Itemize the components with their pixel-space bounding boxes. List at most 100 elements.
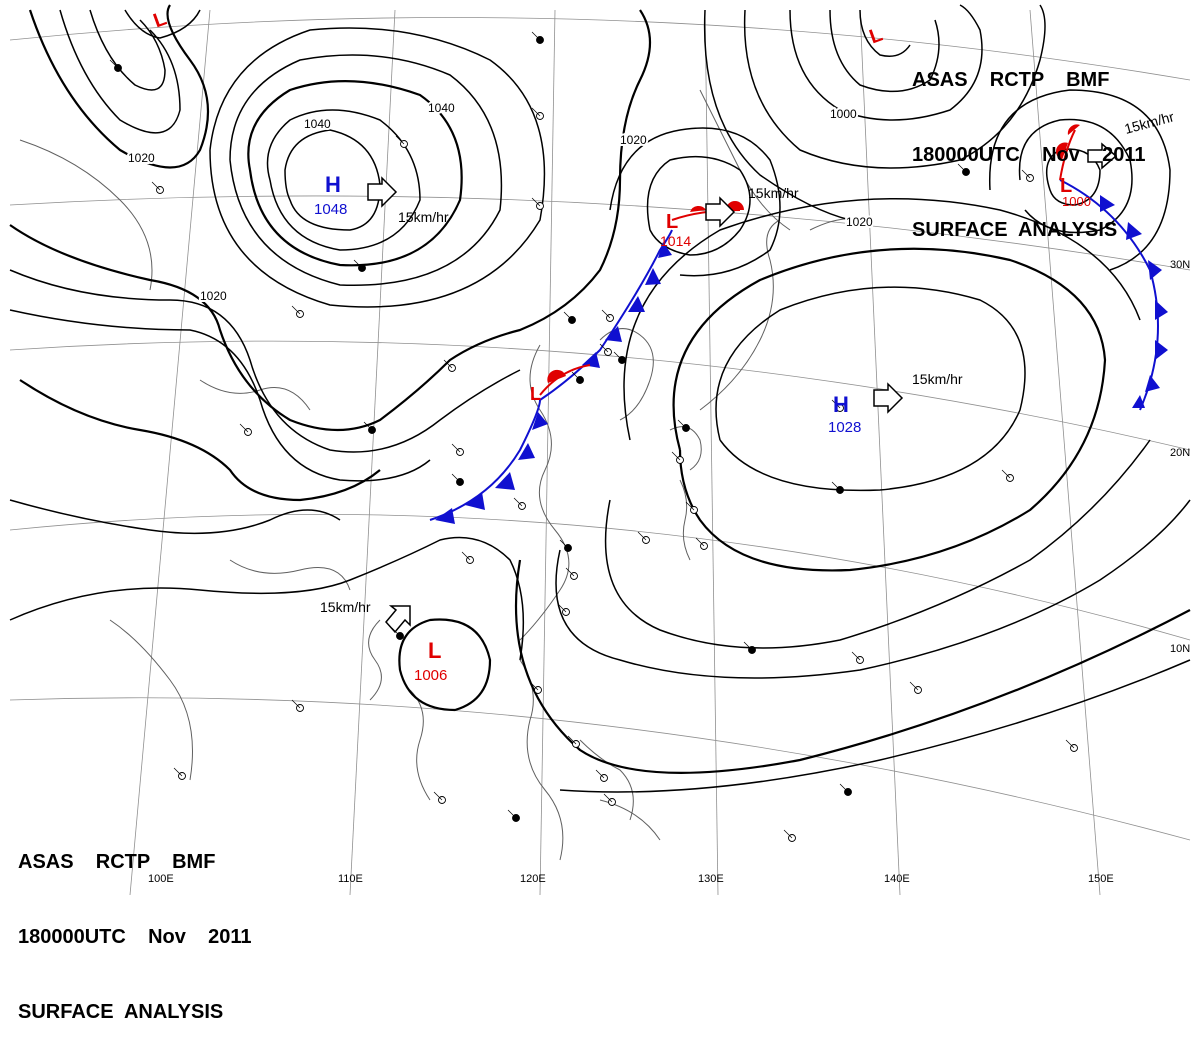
- header-top: ASAS RCTP BMF 180000UTC Nov 2011 SURFACE…: [912, 18, 1145, 268]
- wind-barb: [909, 681, 919, 691]
- wind-barb: [851, 651, 861, 661]
- lat-label-20n: 20N: [1170, 447, 1190, 459]
- wind-barb: [451, 473, 461, 483]
- motion-speed-label: 15km/hr: [398, 209, 449, 225]
- low-symbol: L: [428, 638, 441, 663]
- wind-barb: [291, 699, 301, 709]
- high-pressure-value: 1028: [828, 419, 861, 436]
- lon-label-120e: 120E: [520, 873, 546, 885]
- wind-barb: [637, 531, 647, 541]
- isobar-label: 1020: [200, 289, 227, 303]
- header-agency: ASAS RCTP BMF: [18, 851, 216, 873]
- graticule: [9, 9, 1191, 896]
- isobar-label: 1020: [620, 133, 647, 147]
- wind-barb: [603, 793, 613, 803]
- header-title: SURFACE ANALYSIS: [18, 1001, 224, 1023]
- wind-barb: [461, 551, 471, 561]
- lat-label-10n: 10N: [1170, 643, 1190, 655]
- low-symbol: L: [151, 8, 170, 33]
- lon-label-130e: 130E: [698, 873, 724, 885]
- low-symbol: L: [867, 24, 886, 49]
- low-center-unlabeled: L: [151, 8, 170, 33]
- wind-barb: [291, 305, 301, 315]
- motion-speed-label: 15km/hr: [320, 599, 371, 615]
- warm-front: [539, 124, 1080, 396]
- wind-barb: [671, 451, 681, 461]
- wind-barb: [239, 423, 249, 433]
- wind-barb: [831, 399, 841, 409]
- high-center-1048: H 1048 15km/hr: [314, 172, 449, 225]
- wind-barb: [391, 627, 401, 637]
- cold-front: [429, 179, 1168, 524]
- header-title: SURFACE ANALYSIS: [912, 219, 1118, 241]
- wind-barb: [563, 311, 573, 321]
- wind-barb: [685, 501, 695, 511]
- wind-barb: [695, 537, 705, 547]
- lon-label-150e: 150E: [1088, 873, 1114, 885]
- header-bottom: ASAS RCTP BMF 180000UTC Nov 2011 SURFACE…: [18, 800, 251, 1050]
- wind-barb: [451, 443, 461, 453]
- wind-barb: [743, 641, 753, 651]
- lon-label-140e: 140E: [884, 873, 910, 885]
- motion-arrows: [367, 142, 1118, 634]
- wind-barb: [559, 539, 569, 549]
- header-datetime: 180000UTC Nov 2011: [912, 144, 1146, 166]
- high-center-1028: H 1028 15km/hr: [828, 371, 963, 436]
- map-labels: 30N 20N 10N 100E 110E 120E 130E 140E 150…: [126, 8, 1190, 885]
- wind-barb: [595, 769, 605, 779]
- header-agency: ASAS RCTP BMF: [912, 69, 1110, 91]
- high-symbol: H: [325, 172, 341, 197]
- wind-barb: [529, 681, 539, 691]
- wind-barb: [353, 259, 363, 269]
- wind-barb: [571, 371, 581, 381]
- motion-speed-label: 15km/hr: [912, 371, 963, 387]
- low-center-unlabeled: L: [867, 24, 886, 49]
- wind-barb: [531, 107, 541, 117]
- low-pressure-value: 1000: [1062, 194, 1091, 209]
- isobar-label: 1040: [428, 101, 455, 115]
- low-pressure-value: 1006: [414, 667, 447, 684]
- wind-barb: [601, 309, 611, 319]
- wind-barb: [565, 567, 575, 577]
- wind-barb: [531, 31, 541, 41]
- wind-barb: [613, 351, 623, 361]
- wind-barb: [831, 481, 841, 491]
- low-symbol: L: [530, 384, 541, 404]
- low-center-unlabeled: L: [530, 384, 541, 404]
- wind-barb: [567, 735, 577, 745]
- low-center-1006: L 1006 15km/hr: [320, 599, 447, 684]
- wind-barb: [151, 181, 161, 191]
- lon-label-110e: 110E: [338, 873, 363, 885]
- wind-barb: [677, 419, 687, 429]
- isobar-label: 1020: [846, 215, 873, 229]
- wind-barb: [443, 359, 453, 369]
- wind-barb: [599, 343, 609, 353]
- wind-barb: [507, 809, 517, 819]
- wind-barb: [957, 163, 967, 173]
- low-pressure-value: 1014: [660, 233, 691, 249]
- station-plots: [109, 31, 1078, 842]
- wind-barb: [531, 197, 541, 207]
- lon-label-100e: 100E: [148, 873, 174, 885]
- isobar-label: 1020: [128, 151, 155, 165]
- wind-barb: [839, 783, 849, 793]
- wind-barb: [1021, 169, 1031, 179]
- low-symbol: L: [1060, 175, 1072, 197]
- header-datetime: 180000UTC Nov 2011: [18, 926, 252, 948]
- wind-barb: [1065, 739, 1075, 749]
- high-pressure-value: 1048: [314, 201, 347, 218]
- isobar-label: 1000: [830, 107, 857, 121]
- wind-barb: [363, 421, 373, 431]
- isobar-label: 1040: [304, 117, 331, 131]
- wind-barb: [109, 59, 119, 69]
- lat-label-30n: 30N: [1170, 259, 1190, 271]
- wind-barb: [783, 829, 793, 839]
- motion-speed-label: 15km/hr: [748, 185, 799, 201]
- wind-barb: [433, 791, 443, 801]
- wind-barb: [173, 767, 183, 777]
- wind-barb: [513, 497, 523, 507]
- wind-barb: [557, 603, 567, 613]
- weather-map: [9, 4, 1191, 896]
- wind-barb: [395, 135, 405, 145]
- high-symbol: H: [833, 392, 849, 417]
